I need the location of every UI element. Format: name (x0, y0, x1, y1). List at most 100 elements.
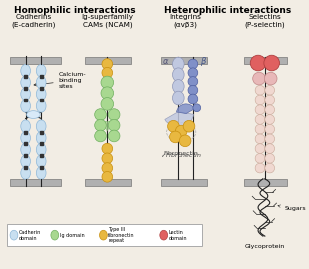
Circle shape (255, 95, 265, 105)
Wedge shape (176, 104, 194, 114)
Bar (244, 57, 287, 64)
Text: Heterophilic interactions: Heterophilic interactions (164, 6, 291, 15)
Circle shape (188, 85, 198, 95)
Circle shape (253, 72, 265, 85)
Circle shape (265, 153, 275, 163)
Circle shape (102, 59, 113, 69)
Text: Integrins
(αvβ3): Integrins (αvβ3) (169, 15, 201, 28)
Ellipse shape (172, 80, 184, 93)
Bar (161, 57, 206, 64)
Bar (40, 166, 43, 169)
Ellipse shape (21, 167, 31, 179)
Circle shape (179, 135, 191, 147)
Circle shape (265, 72, 277, 85)
Circle shape (176, 125, 187, 137)
Circle shape (255, 134, 265, 144)
Circle shape (102, 143, 113, 154)
Text: Ig domain: Ig domain (60, 233, 84, 238)
Circle shape (193, 104, 201, 112)
Text: $\checkmark$Fibronectin: $\checkmark$Fibronectin (160, 151, 202, 158)
Ellipse shape (36, 143, 46, 156)
Polygon shape (103, 121, 112, 131)
Bar (40, 154, 43, 157)
Text: Sugars: Sugars (278, 205, 306, 211)
Text: Homophilic interactions: Homophilic interactions (15, 6, 136, 15)
Bar (10, 179, 61, 186)
Ellipse shape (10, 230, 18, 240)
Bar (85, 179, 131, 186)
Circle shape (102, 153, 113, 164)
Bar (40, 98, 43, 101)
Bar (24, 98, 27, 101)
Circle shape (255, 105, 265, 115)
Wedge shape (165, 112, 194, 127)
Circle shape (265, 144, 275, 153)
Circle shape (265, 124, 275, 134)
Circle shape (188, 77, 198, 86)
Circle shape (255, 153, 265, 163)
Ellipse shape (21, 120, 31, 133)
Circle shape (95, 119, 106, 131)
Circle shape (265, 85, 275, 95)
Circle shape (264, 55, 279, 71)
Text: Glycoprotein: Glycoprotein (245, 244, 285, 249)
Bar (24, 166, 27, 169)
Bar (40, 142, 43, 145)
Text: $\alpha$: $\alpha$ (162, 56, 169, 66)
Ellipse shape (51, 230, 59, 240)
Ellipse shape (21, 155, 31, 168)
Circle shape (255, 85, 265, 95)
Ellipse shape (36, 120, 46, 133)
Circle shape (250, 55, 266, 71)
Circle shape (255, 163, 265, 173)
Circle shape (95, 130, 106, 142)
Circle shape (265, 105, 275, 115)
Ellipse shape (21, 143, 31, 156)
Circle shape (183, 121, 195, 132)
Bar (24, 87, 27, 90)
Circle shape (188, 68, 198, 78)
Circle shape (167, 121, 179, 132)
Bar (24, 131, 27, 133)
Bar (161, 179, 206, 186)
Circle shape (188, 59, 198, 69)
Ellipse shape (36, 100, 46, 112)
Circle shape (170, 131, 181, 143)
Ellipse shape (160, 230, 167, 240)
Text: Fibronectin: Fibronectin (164, 151, 199, 155)
Text: Ig-superfamily
CAMs (NCAM): Ig-superfamily CAMs (NCAM) (81, 15, 133, 28)
Ellipse shape (36, 65, 46, 77)
Bar (40, 87, 43, 90)
Circle shape (188, 94, 198, 104)
Ellipse shape (36, 88, 46, 100)
Ellipse shape (36, 167, 46, 179)
Circle shape (101, 98, 114, 110)
Bar (40, 131, 43, 133)
Circle shape (265, 163, 275, 173)
Circle shape (255, 124, 265, 134)
Ellipse shape (21, 65, 31, 77)
Bar (24, 154, 27, 157)
Ellipse shape (99, 230, 107, 240)
Circle shape (265, 134, 275, 144)
Bar (7, 224, 202, 246)
Ellipse shape (36, 76, 46, 89)
Ellipse shape (21, 88, 31, 100)
Text: Selectins
(P-selectin): Selectins (P-selectin) (244, 15, 285, 28)
Ellipse shape (36, 132, 46, 144)
Circle shape (108, 130, 120, 142)
Ellipse shape (172, 91, 184, 105)
Ellipse shape (21, 100, 31, 112)
Bar (85, 57, 131, 64)
Bar (244, 179, 287, 186)
Circle shape (108, 119, 120, 131)
Text: Cadherins
(E-cadherin): Cadherins (E-cadherin) (11, 15, 56, 28)
Text: Lectin
domain: Lectin domain (169, 230, 187, 240)
Ellipse shape (36, 155, 46, 168)
Ellipse shape (172, 57, 184, 71)
Circle shape (265, 115, 275, 124)
Circle shape (255, 144, 265, 153)
Circle shape (108, 109, 120, 121)
Bar (10, 57, 61, 64)
Bar (24, 75, 27, 78)
